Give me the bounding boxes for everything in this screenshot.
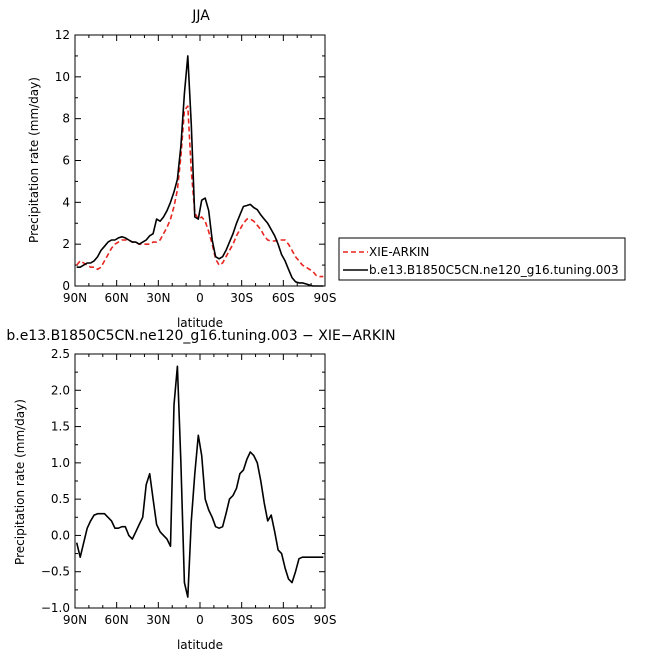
top-x-tick-label: 60S [272, 291, 295, 305]
bottom-x-axis-label: latitude [177, 638, 223, 652]
top-y-tick-label: 2 [62, 237, 70, 251]
top-series-line-1 [76, 55, 324, 287]
bottom-plot-frame [74, 353, 326, 609]
top-x-tick-label: 30S [230, 291, 253, 305]
top-x-tick-label: 90S [314, 291, 337, 305]
bottom-x-tick-label: 30N [146, 613, 170, 627]
top-x-tick-label: 0 [196, 291, 204, 305]
bottom-y-axis-label: Precipitation rate (mm/day) [13, 399, 27, 565]
top-panel: JJA 90N 60N 30N 0 30S 60S 90S 0 2 4 6 8 10 12 latitud… [27, 8, 336, 330]
bottom-y-tick-label: −1.0 [41, 601, 70, 615]
bottom-panel: b.e13.B1850C5CN.ne120_g16.tuning.003 − X… [6, 328, 395, 652]
bottom-x-tick-label: 30S [230, 613, 253, 627]
bottom-x-tick-label: 60N [105, 613, 129, 627]
bottom-y-tick-label: 0.5 [51, 492, 70, 506]
bottom-series-line-0 [75, 365, 324, 598]
bottom-x-tick-label: 0 [196, 613, 204, 627]
top-y-axis-label: Precipitation rate (mm/day) [27, 77, 41, 243]
top-plot-area [76, 55, 324, 287]
legend-box [338, 237, 626, 281]
bottom-y-tick-label: 0.0 [51, 528, 70, 542]
legend: XIE-ARKIN b.e13.B1850C5CN.ne120_g16.tuni… [338, 237, 626, 281]
top-series-line-0 [76, 105, 324, 278]
bottom-x-tick-label: 60S [272, 613, 295, 627]
top-x-tick-label: 90N [63, 291, 87, 305]
top-x-tick-label: 60N [105, 291, 129, 305]
bottom-y-tick-label: −0.5 [41, 565, 70, 579]
top-plot-frame [74, 34, 326, 287]
legend-label-model: b.e13.B1850C5CN.ne120_g16.tuning.003 [369, 263, 619, 277]
bottom-y-tick-label: 2.0 [51, 383, 70, 397]
top-y-tick-label: 0 [62, 279, 70, 293]
top-chart-title: JJA [191, 8, 210, 24]
bottom-x-tick-label: 90N [63, 613, 87, 627]
top-x-axis-label: latitude [177, 316, 223, 330]
legend-label-xie-arkin: XIE-ARKIN [369, 245, 429, 259]
bottom-y-tick-label: 1.0 [51, 456, 70, 470]
top-y-tick-label: 6 [62, 154, 70, 168]
bottom-chart-title: b.e13.B1850C5CN.ne120_g16.tuning.003 − X… [6, 328, 395, 344]
top-tick-layer: 90N 60N 30N 0 30S 60S 90S 0 2 4 6 8 10 12 [55, 28, 337, 305]
top-x-tick-label: 30N [146, 291, 170, 305]
top-y-tick-label: 4 [62, 195, 70, 209]
top-y-tick-label: 8 [62, 112, 70, 126]
top-y-tick-label: 10 [55, 70, 70, 84]
bottom-x-tick-label: 90S [314, 613, 337, 627]
bottom-y-tick-label: 2.5 [51, 347, 70, 361]
bottom-y-tick-label: 1.5 [51, 420, 70, 434]
bottom-tick-layer: 90N 60N 30N 0 30S 60S 90S −1.0 −0.5 0.0 0.5 1.0 1.5 2… [41, 347, 337, 627]
bottom-plot-area [75, 365, 324, 598]
top-y-tick-label: 12 [55, 28, 70, 42]
